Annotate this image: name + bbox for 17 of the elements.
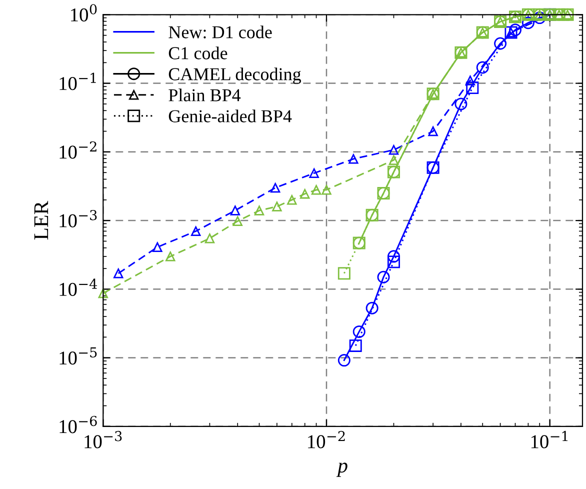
legend-label: C1 code xyxy=(168,46,228,60)
y-tick-label: 10$^{−2}$ xyxy=(60,141,96,159)
x-axis-title: p xyxy=(336,462,348,477)
legend-label: CAMEL decoding xyxy=(168,68,302,84)
y-axis-title: LER xyxy=(34,200,48,240)
legend-label: Plain BP4 xyxy=(168,88,241,102)
y-tick-label: 10$^{0}$ xyxy=(71,4,97,22)
y-tick-label: 10$^{−1}$ xyxy=(60,72,96,90)
legend-label: New: D1 code xyxy=(168,26,272,38)
y-tick-label: 10$^{−6}$ xyxy=(60,416,97,434)
y-tick-label: 10$^{−4}$ xyxy=(60,278,98,296)
legend-label: Genie-aided BP4 xyxy=(168,110,292,122)
x-tick-label: 10$^{−2}$ xyxy=(308,430,345,448)
x-tick-label: 10$^{−1}$ xyxy=(531,430,568,448)
x-tick-label: 10$^{−3}$ xyxy=(84,430,122,448)
y-tick-label: 10$^{−5}$ xyxy=(60,347,97,365)
y-tick-label: 10$^{−3}$ xyxy=(60,210,97,228)
